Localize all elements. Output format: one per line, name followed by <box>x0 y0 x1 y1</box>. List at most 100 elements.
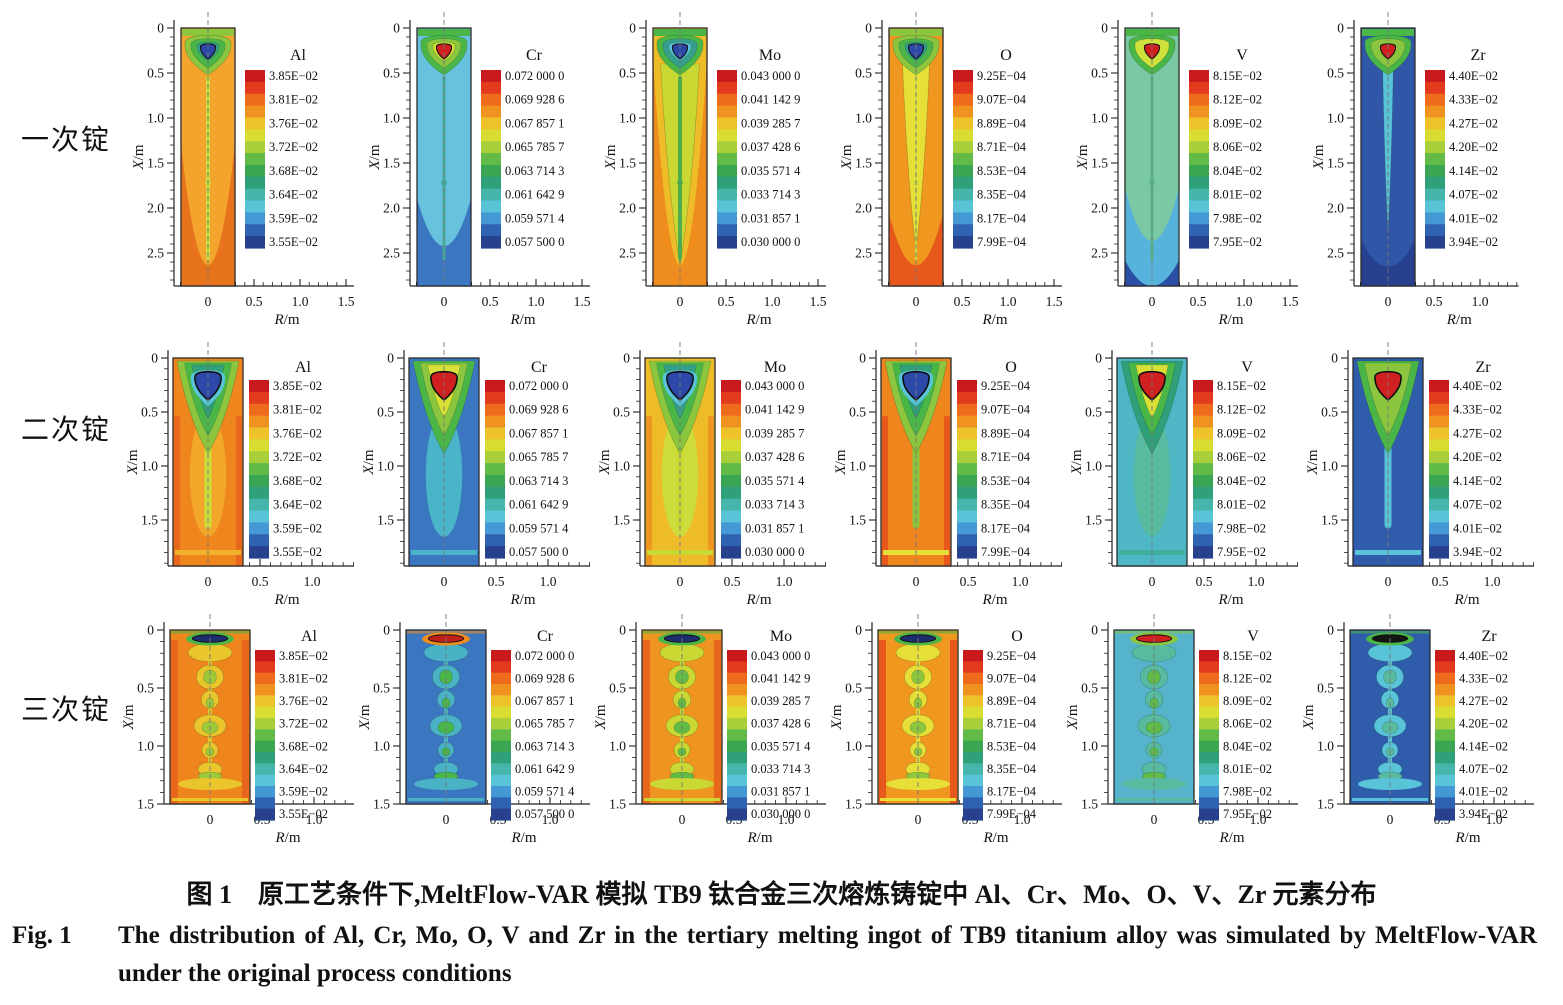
y-tick-label: 2.5 <box>1327 246 1344 261</box>
axis-label-x: R/m <box>746 830 772 846</box>
y-tick-label: 1.0 <box>1321 459 1338 474</box>
colorbar-label: 4.01E−02 <box>1453 521 1502 535</box>
axes: 0 0.5 1.0 1.5 2.0 2.5 0 0.5 1.0 1.5 R/m X/m <box>603 20 827 328</box>
colorbar-label: 3.76E−02 <box>269 116 318 130</box>
x-tick-label: 0 <box>207 812 214 827</box>
y-tick-label: 0.5 <box>1317 681 1334 696</box>
colorbar-label: 9.25E−04 <box>987 649 1037 663</box>
y-tick-label: 2.5 <box>619 246 636 261</box>
x-tick-label: 0.5 <box>488 574 505 589</box>
y-tick-label: 0.5 <box>845 681 862 696</box>
figure-row-2: 二次锭 0 0.5 1.0 1.5 0 0.5 1.0 R/m X/m 3.85E−02 3.81E−… <box>10 338 1563 610</box>
y-tick-label: 1.0 <box>609 739 626 754</box>
colorbar-label: 3.72E−02 <box>269 140 318 154</box>
x-tick-label: 0 <box>913 294 920 309</box>
y-tick-label: 1.0 <box>383 111 400 126</box>
x-tick-label: 0.5 <box>482 294 499 309</box>
colorbar-label: 0.067 857 1 <box>515 694 574 708</box>
x-tick-label: 0 <box>205 574 212 589</box>
colorbar-label: 4.33E−02 <box>1453 403 1502 417</box>
colorbar-label: 8.35E−04 <box>987 762 1037 776</box>
colorbar-label: 3.94E−02 <box>1449 235 1498 249</box>
axis-label-x: R/m <box>982 830 1008 846</box>
colorbar-label: 8.06E−02 <box>1217 450 1266 464</box>
y-tick-label: 1.0 <box>619 111 636 126</box>
caption-en: Fig. 1 The distribution of Al, Cr, Mo, O,… <box>12 917 1537 992</box>
x-tick-label: 0.5 <box>252 574 269 589</box>
contour-plot-r3-Mo: 00.51.01.500.51.0R/mX/m0.043 000 00.041 … <box>594 614 826 846</box>
colorbar-label: 8.01E−02 <box>1217 498 1266 512</box>
y-tick-label: 2.0 <box>619 201 636 216</box>
axis-label-x: R/m <box>745 312 771 328</box>
colorbar-label: 4.27E−02 <box>1453 426 1502 440</box>
contour-plot-r1-V: 0 0.5 1.0 1.5 2.0 2.5 0 0.5 1.0 1.5 R/m X/m 8.15E−02… <box>1075 12 1299 328</box>
x-tick-label: 0.5 <box>724 574 741 589</box>
colorbar-label: 3.59E−02 <box>273 521 322 535</box>
colorbar-title: Al <box>290 47 307 64</box>
ingot-outline <box>1113 629 1195 805</box>
x-tick-label: 0 <box>677 574 684 589</box>
y-tick-label: 0.5 <box>137 681 154 696</box>
colorbar-label: 4.14E−02 <box>1453 474 1502 488</box>
colorbar-label: 0.031 857 1 <box>745 521 804 535</box>
contour-plot-r3-V: 00.51.01.500.51.0R/mX/m8.15E−028.12E−028… <box>1066 614 1298 846</box>
axis-label-x: R/m <box>273 592 299 608</box>
colorbar-label: 4.20E−02 <box>1449 140 1498 154</box>
colorbar-label: 8.06E−02 <box>1223 717 1272 731</box>
x-tick-label: 0.5 <box>1432 574 1449 589</box>
y-tick-label: 0 <box>147 623 154 638</box>
axes: 00.51.01.500.51.0R/mX/m <box>594 622 826 846</box>
y-tick-label: 2.0 <box>1091 201 1108 216</box>
colorbar-label: 8.89E−04 <box>977 116 1027 130</box>
x-tick-label: 1.0 <box>542 812 559 827</box>
axis-label-y: X/m <box>830 704 845 730</box>
y-tick-label: 0 <box>619 623 626 638</box>
y-tick-label: 1.5 <box>1327 156 1344 171</box>
colorbar-label: 4.07E−02 <box>1459 762 1508 776</box>
axis-label-x: R/m <box>273 312 299 328</box>
ingot-outline <box>180 27 236 287</box>
colorbar-title: Mo <box>759 47 781 64</box>
y-tick-label: 1.0 <box>141 459 158 474</box>
contour-plot-r2-O: 0 0.5 1.0 1.5 0 0.5 1.0 R/m X/m 9.25E−04 9.07E−04 8… <box>833 342 1063 608</box>
colorbar-label: 8.09E−02 <box>1223 694 1272 708</box>
x-tick-label: 1.5 <box>1282 294 1299 309</box>
colorbar-title: Cr <box>526 47 543 64</box>
contour-plot-r2-Zr: 00.51.01.50 0.5 1.0R/mX/m4.40E−024.33E−024… <box>1305 342 1535 608</box>
colorbar-label: 0.063 714 3 <box>515 739 574 753</box>
colorbar-label: 3.55E−02 <box>279 807 328 821</box>
colorbar-label: 8.04E−02 <box>1223 739 1272 753</box>
y-tick-label: 2.0 <box>147 201 164 216</box>
axes: 00.51.01.52.02.50 0.5 1.0R/mX/m <box>1311 20 1519 328</box>
y-tick-label: 1.0 <box>1317 739 1334 754</box>
x-tick-label: 1.0 <box>1484 574 1501 589</box>
colorbar-title: Mo <box>764 359 786 376</box>
colorbar-label: 7.98E−02 <box>1213 211 1262 225</box>
y-tick-label: 1.5 <box>619 156 636 171</box>
y-tick-label: 1.0 <box>845 739 862 754</box>
colorbar-label: 0.072 000 0 <box>515 649 574 663</box>
y-tick-label: 1.0 <box>849 459 866 474</box>
x-tick-label: 1.0 <box>778 812 795 827</box>
axis-label-y: X/m <box>367 144 383 170</box>
colorbar-label: 0.067 857 1 <box>505 116 564 130</box>
axis-label-x: R/m <box>1218 830 1244 846</box>
axis-label-x: R/m <box>509 312 535 328</box>
colorbar-label: 0.037 428 6 <box>751 717 810 731</box>
colorbar-label: 8.15E−02 <box>1217 379 1266 393</box>
x-tick-label: 1.5 <box>574 294 591 309</box>
colorbar-label: 3.64E−02 <box>279 762 328 776</box>
colorbar-label: 8.17E−04 <box>977 211 1027 225</box>
colorbar-label: 3.85E−02 <box>273 379 322 393</box>
colorbar-label: 0.043 000 0 <box>751 649 810 663</box>
colorbar-label: 9.07E−04 <box>977 93 1027 107</box>
colorbar-label: 3.94E−02 <box>1459 807 1508 821</box>
colorbar-label: 3.68E−02 <box>279 739 328 753</box>
colorbar-label: 8.12E−02 <box>1213 93 1262 107</box>
ingot-outline <box>888 27 944 287</box>
colorbar-label: 0.072 000 0 <box>509 379 568 393</box>
colorbar-label: 8.71E−04 <box>981 450 1031 464</box>
ingot-outline <box>172 357 244 567</box>
